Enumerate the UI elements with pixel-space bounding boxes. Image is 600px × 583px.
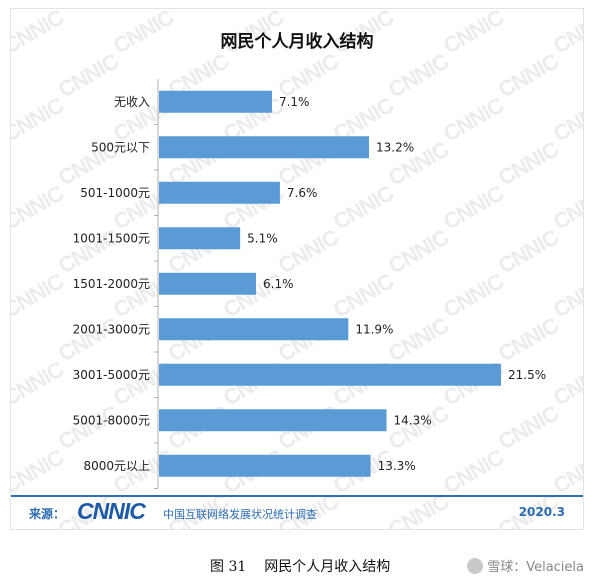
bar <box>159 272 257 295</box>
category-label: 8000元以上 <box>83 459 150 473</box>
bar-value-label: 5.1% <box>247 231 277 245</box>
credit-user: Velaciela <box>526 560 584 575</box>
bar-value-label: 21.5% <box>508 368 546 382</box>
bar-value-label: 7.6% <box>287 186 318 200</box>
bar-value-label: 6.1% <box>263 277 294 291</box>
bar <box>159 136 369 159</box>
bar <box>159 363 502 386</box>
bar-value-label: 13.2% <box>376 140 414 154</box>
snowball-logo-icon <box>467 558 484 574</box>
bar-value-label: 14.3% <box>394 413 432 427</box>
figure-caption: 图 31 网民个人月收入结构 <box>210 556 408 576</box>
source-label: 来源： <box>29 507 66 521</box>
bar-chart: 无收入 7.1% 500元以下 13.2% 501-1000元 7.6% 1001-1500… <box>73 79 546 489</box>
source-footer: 来源： CNNIC 中国互联网络发展状况统计调查 2020.3 <box>11 495 583 527</box>
category-label: 1001-1500元 <box>73 231 150 245</box>
category-label: 501-1000元 <box>80 186 150 200</box>
bar <box>159 454 371 477</box>
category-label: 2001-3000元 <box>73 322 150 336</box>
credit: 雪球：Velaciela <box>467 556 584 575</box>
cnnic-logo: CNNIC <box>77 498 146 524</box>
chart-frame: CNNIC CNNIC CNNIC CNNIC CNNIC CNNIC CNNIC CNNIC… <box>10 8 584 530</box>
figure-caption-text: 网民个人月收入结构 <box>264 559 391 575</box>
report-date: 2020.3 <box>518 505 565 519</box>
category-label: 1501-2000元 <box>73 277 150 291</box>
category-label: 5001-8000元 <box>73 413 150 427</box>
bar <box>159 318 349 341</box>
bar-value-label: 13.3% <box>378 459 416 473</box>
category-label: 无收入 <box>114 95 150 109</box>
bar-value-label: 11.9% <box>355 322 393 336</box>
chart-title: 网民个人月收入结构 <box>220 32 374 52</box>
figure-number: 图 31 <box>210 559 247 575</box>
bar <box>159 181 280 204</box>
bar <box>159 90 272 113</box>
source-organization: 中国互联网络发展状况统计调查 <box>163 508 317 521</box>
category-label: 500元以下 <box>91 140 150 154</box>
category-label: 3001-5000元 <box>73 368 150 382</box>
bar <box>159 227 241 250</box>
bar <box>159 409 387 432</box>
bar-value-label: 7.1% <box>279 95 310 109</box>
credit-site: 雪球： <box>487 560 527 575</box>
